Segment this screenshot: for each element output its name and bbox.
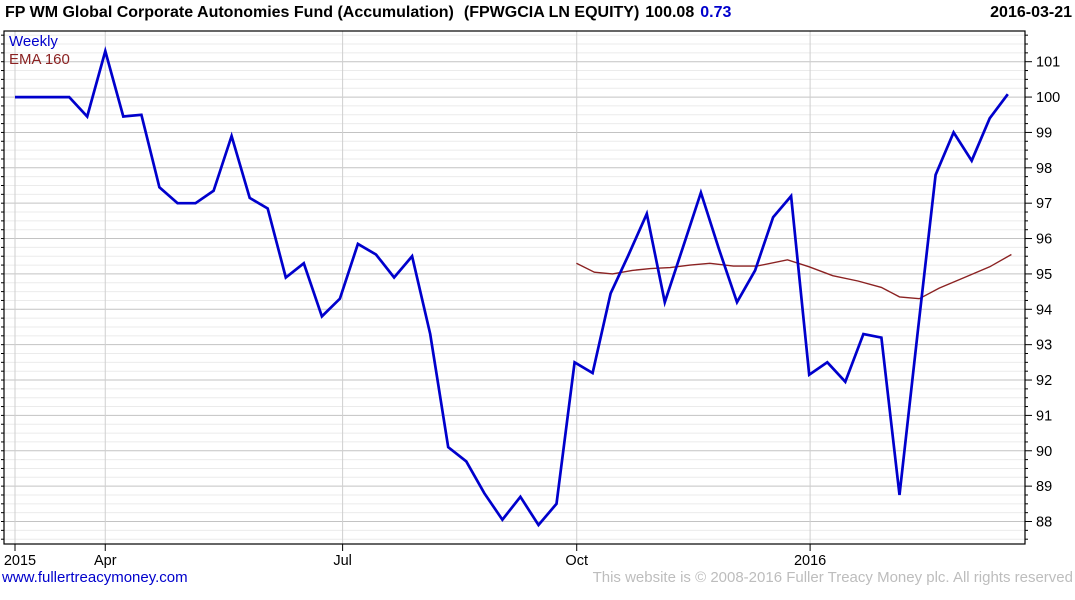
legend-ema-label: EMA 160 <box>9 51 70 68</box>
y-axis-label: 93 <box>1036 338 1052 354</box>
y-axis-label: 97 <box>1036 196 1052 212</box>
plot-frame <box>3 30 1026 545</box>
y-axis-label: 99 <box>1036 125 1052 141</box>
x-axis-label: Apr <box>94 553 117 568</box>
price-line <box>15 46 1009 528</box>
x-axis-label: Oct <box>565 553 588 568</box>
price-change: 0.73 <box>700 4 732 21</box>
ema-line <box>576 253 1012 300</box>
chart-title: FP WM Global Corporate Autonomies Fund (… <box>5 4 737 22</box>
ticker: (FPWGCIA LN EQUITY) <box>463 4 640 21</box>
y-axis-label: 94 <box>1036 302 1052 318</box>
y-axis-label: 89 <box>1036 479 1052 495</box>
y-axis-label: 100 <box>1036 90 1060 106</box>
x-axis-label: 2015 <box>4 553 36 568</box>
fund-name: FP WM Global Corporate Autonomies Fund (… <box>5 4 454 21</box>
chart-date: 2016-03-21 <box>990 4 1072 21</box>
y-axis-label: 98 <box>1036 161 1052 177</box>
legend-frequency-label: Weekly <box>9 33 58 50</box>
y-axis-label: 95 <box>1036 267 1052 283</box>
y-axis-label: 101 <box>1036 55 1060 71</box>
title-bar: FP WM Global Corporate Autonomies Fund (… <box>5 4 1072 22</box>
x-axis-label: Jul <box>333 553 352 568</box>
website-link[interactable]: www.fullertreacymoney.com <box>2 569 188 586</box>
x-axis-label: 2016 <box>794 553 826 568</box>
last-price: 100.08 <box>645 4 695 21</box>
price-chart-plot: 88 89 90 91 92 93 94 95 96 97 98 99 100 101 2015 Apr Jul… <box>1 30 1060 568</box>
footer: www.fullertreacymoney.com This website i… <box>2 569 1073 586</box>
y-axis-label: 96 <box>1036 232 1052 248</box>
y-axis-label: 91 <box>1036 408 1052 424</box>
copyright-text: This website is © 2008-2016 Fuller Treac… <box>592 569 1073 586</box>
y-axis-label: 90 <box>1036 444 1052 460</box>
y-axis-label: 88 <box>1036 515 1052 531</box>
y-axis-label: 92 <box>1036 373 1052 389</box>
